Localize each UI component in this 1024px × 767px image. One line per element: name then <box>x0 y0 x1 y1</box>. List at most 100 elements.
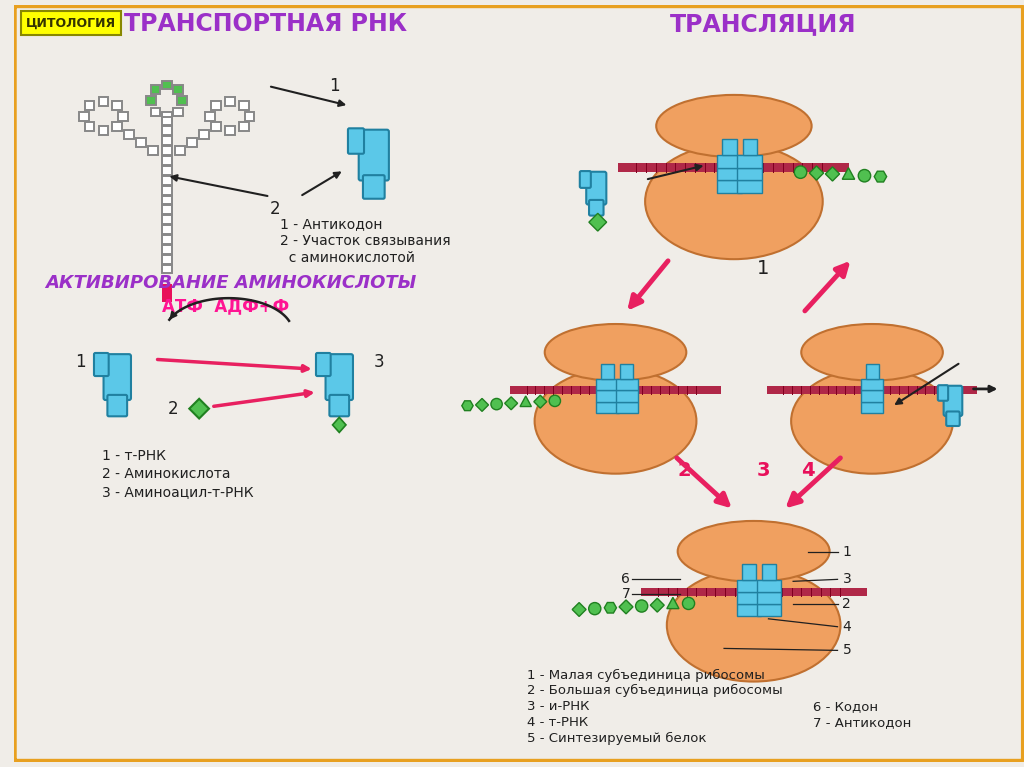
Bar <box>162 255 172 264</box>
Bar <box>79 112 89 120</box>
FancyBboxPatch shape <box>358 130 389 180</box>
Bar <box>510 387 721 394</box>
Text: 1: 1 <box>330 77 340 95</box>
Text: 7: 7 <box>622 588 631 601</box>
Bar <box>145 97 156 105</box>
FancyBboxPatch shape <box>103 354 131 400</box>
FancyBboxPatch shape <box>946 411 959 426</box>
Bar <box>737 155 762 168</box>
Text: АТФ  АДФ+Ф: АТФ АДФ+Ф <box>162 297 290 315</box>
Bar <box>717 155 742 168</box>
Text: 4: 4 <box>801 461 815 480</box>
Polygon shape <box>505 397 517 410</box>
Bar <box>162 166 172 175</box>
Bar <box>162 112 172 121</box>
Bar <box>225 97 234 106</box>
Text: 2: 2 <box>168 400 179 418</box>
Bar <box>162 265 172 274</box>
Bar <box>757 604 781 617</box>
Bar <box>199 130 209 140</box>
Text: 4: 4 <box>843 620 851 634</box>
Bar <box>245 112 254 120</box>
Bar <box>162 156 172 165</box>
Text: 3: 3 <box>843 572 851 586</box>
Bar <box>162 216 172 224</box>
Bar <box>162 196 172 205</box>
FancyBboxPatch shape <box>94 353 109 376</box>
FancyBboxPatch shape <box>589 200 603 216</box>
Bar <box>162 225 172 234</box>
Text: 1 - Малая субъединица рибосомы: 1 - Малая субъединица рибосомы <box>526 669 765 682</box>
Bar <box>510 387 721 394</box>
Bar <box>187 138 198 147</box>
Bar <box>641 588 866 597</box>
Text: 2: 2 <box>843 597 851 611</box>
Bar <box>618 163 849 172</box>
Polygon shape <box>475 398 488 411</box>
Ellipse shape <box>535 368 696 474</box>
Polygon shape <box>650 598 665 612</box>
Bar <box>618 163 849 172</box>
Bar <box>737 592 762 604</box>
Polygon shape <box>462 401 473 410</box>
Bar <box>151 107 161 117</box>
Text: 6 - Кодон: 6 - Кодон <box>813 700 878 713</box>
Text: 1: 1 <box>758 259 770 278</box>
Bar <box>596 390 618 402</box>
Bar <box>737 604 762 617</box>
FancyBboxPatch shape <box>938 385 948 401</box>
Bar <box>861 402 884 413</box>
Ellipse shape <box>678 521 829 581</box>
Text: 1: 1 <box>76 354 86 371</box>
Text: ЦИТОЛОГИЯ: ЦИТОЛОГИЯ <box>26 16 116 29</box>
Bar <box>757 592 781 604</box>
Bar <box>85 122 94 131</box>
Bar <box>162 186 172 195</box>
Circle shape <box>795 166 807 179</box>
Bar <box>162 146 172 155</box>
Bar <box>737 580 762 592</box>
Bar <box>162 81 172 90</box>
Bar <box>211 101 221 110</box>
Bar <box>861 390 884 402</box>
Ellipse shape <box>792 368 953 474</box>
Bar <box>162 176 172 185</box>
Text: 1: 1 <box>843 545 851 558</box>
Bar <box>98 97 109 106</box>
Ellipse shape <box>801 324 943 380</box>
Text: 1 - Антикодон: 1 - Антикодон <box>280 217 383 231</box>
Bar <box>162 117 172 126</box>
Text: 2 - Аминокислота: 2 - Аминокислота <box>102 467 231 481</box>
Text: 4 - т-РНК: 4 - т-РНК <box>526 716 588 729</box>
Text: с аминокислотой: с аминокислотой <box>280 251 415 265</box>
Polygon shape <box>189 399 209 419</box>
Polygon shape <box>534 395 547 408</box>
Bar <box>162 235 172 244</box>
FancyBboxPatch shape <box>362 175 385 199</box>
Text: 5: 5 <box>843 644 851 657</box>
Bar <box>767 387 977 394</box>
FancyBboxPatch shape <box>108 395 127 416</box>
Bar <box>596 402 618 413</box>
Polygon shape <box>874 171 887 182</box>
Circle shape <box>858 170 870 182</box>
Ellipse shape <box>667 568 841 682</box>
FancyBboxPatch shape <box>944 386 963 416</box>
Polygon shape <box>667 597 679 609</box>
Bar <box>742 140 757 155</box>
Bar <box>615 390 638 402</box>
Bar <box>118 112 128 120</box>
Text: 2: 2 <box>678 461 691 480</box>
Bar <box>717 168 742 180</box>
Bar <box>162 137 172 145</box>
Bar <box>177 97 187 105</box>
Bar <box>621 364 633 379</box>
Bar <box>124 130 134 140</box>
Bar <box>615 402 638 413</box>
Polygon shape <box>572 603 586 617</box>
Circle shape <box>490 398 502 410</box>
Bar <box>861 379 884 390</box>
Bar <box>162 206 172 214</box>
Polygon shape <box>809 166 823 180</box>
Text: 5 - Синтезируемый белок: 5 - Синтезируемый белок <box>526 732 707 745</box>
